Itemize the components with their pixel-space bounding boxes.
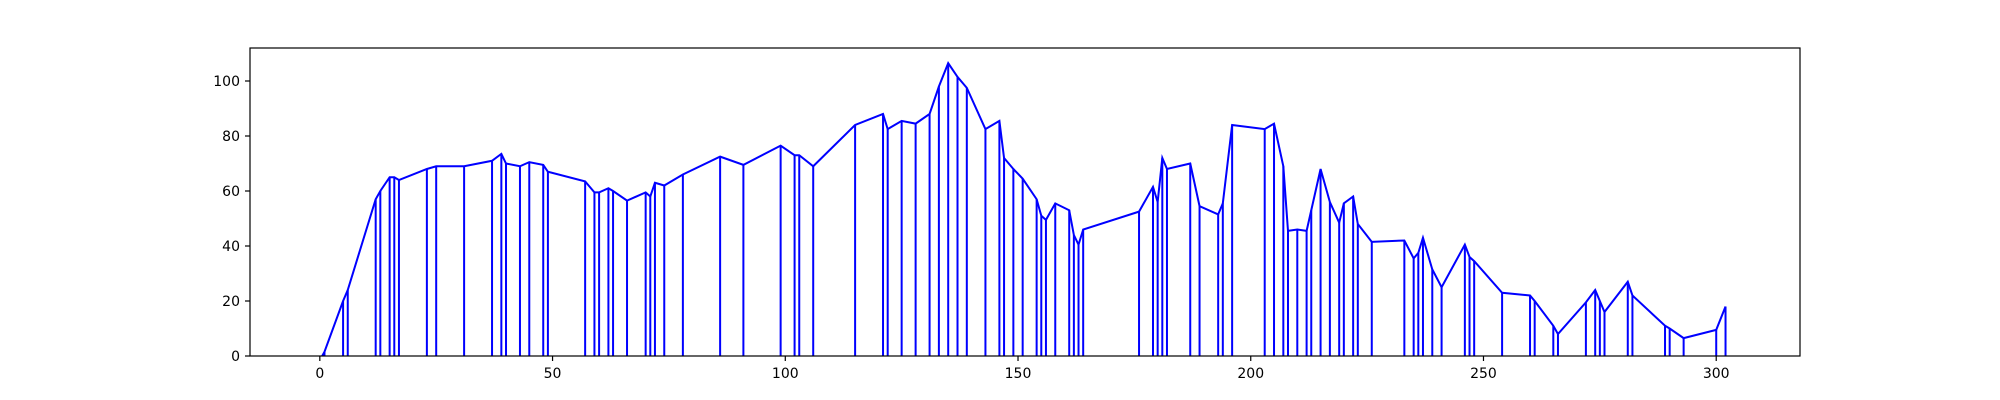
y-tick-label: 0 [231,349,240,365]
x-tick-label: 250 [1470,366,1497,382]
y-tick-label: 20 [222,294,240,310]
x-tick-label: 0 [315,366,324,382]
y-tick-label: 60 [222,184,240,200]
x-tick-label: 100 [772,366,799,382]
y-tick-label: 40 [222,239,240,255]
axes: 0 50 100 150 200 250 300 0 20 40 60 80 100 [213,47,1801,382]
x-tick-label: 150 [1005,366,1032,382]
series-line [321,61,1727,357]
x-tick-label: 300 [1703,366,1730,382]
y-tick-label: 80 [222,129,240,145]
x-tick-label: 50 [544,366,562,382]
x-tick-label: 200 [1237,366,1264,382]
y-tick-label: 100 [213,74,240,90]
plot-area [321,61,1727,357]
axes-frame [249,47,1801,357]
